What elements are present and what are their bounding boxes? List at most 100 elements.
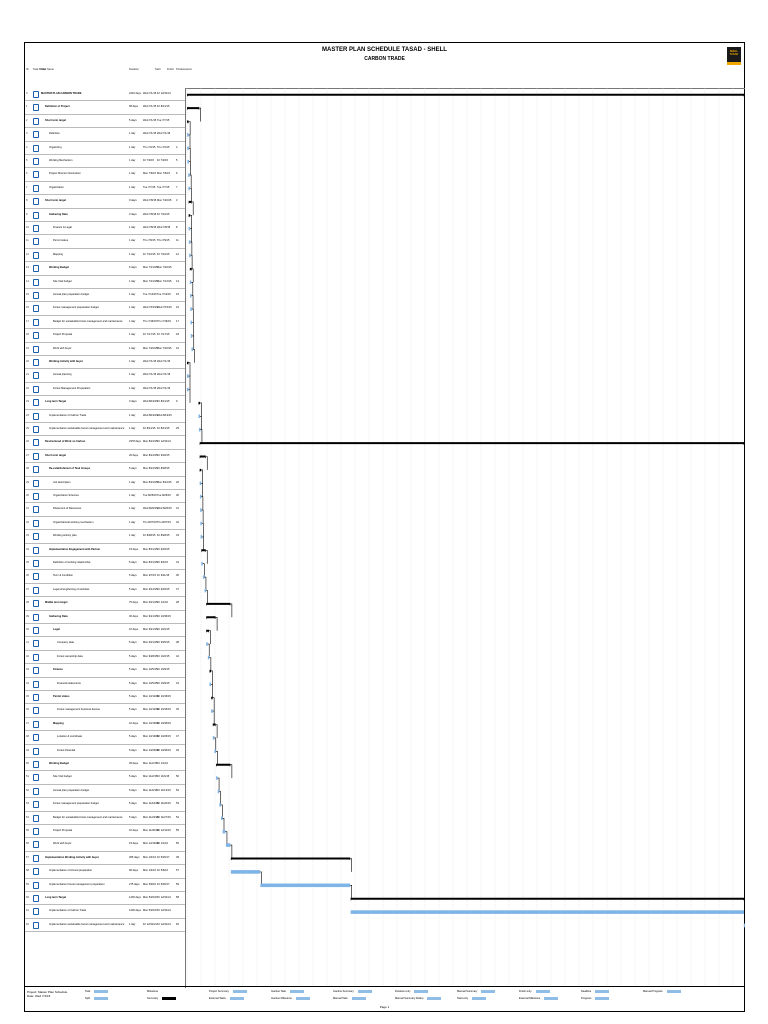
summary-bar[interactable] [188, 200, 192, 204]
summary-bar[interactable] [187, 120, 189, 124]
task-row[interactable]: 56 Work with buyer 15 days Mon 12/14/15 Fri … [25, 838, 185, 852]
task-row[interactable]: 35 Definition of working relationship 5 da… [25, 557, 185, 571]
task-row[interactable]: 50 Working Budget 45 days Mon 11/2/15 Fri 1/… [25, 758, 185, 772]
task-row[interactable]: 24 Implementation of Carbon Trade 1 day Wed… [25, 410, 185, 423]
task-bar[interactable] [198, 427, 201, 432]
task-row[interactable]: 0 MASTER PLAN CARBON TRADE 2416 days Wed 7/… [25, 88, 185, 102]
task-row[interactable]: 33 Working activity plan 1 day Fri 8/28/15 F… [25, 530, 185, 544]
task-row[interactable]: 44 Financial statements 5 days Mon 10/5/15 F… [25, 678, 185, 691]
task-bar[interactable] [188, 186, 190, 191]
task-row[interactable]: 37 Legal strengthening of activities 5 day… [25, 584, 185, 598]
summary-bar[interactable] [230, 857, 351, 861]
task-bar[interactable] [209, 682, 212, 687]
task-row[interactable]: 19 Work with buyer 1 day Mon 7/20/15 Mon 7/2… [25, 343, 185, 356]
summary-bar[interactable] [199, 455, 206, 459]
task-row[interactable]: 45 Permit status 5 days Mon 10/12/15 Fri 10/… [25, 691, 185, 705]
task-row[interactable]: 2 Short term target 5 days Wed 7/1/15 Tue 7/… [25, 115, 185, 129]
task-bar[interactable] [187, 374, 189, 378]
task-bar[interactable] [200, 508, 202, 512]
summary-bar[interactable] [187, 361, 189, 365]
task-row[interactable]: 10 Finance & Legal 1 day Wed 7/8/15 Wed 7/8/… [25, 222, 185, 236]
summary-bar[interactable] [206, 616, 216, 620]
task-bar[interactable] [188, 173, 190, 177]
task-bar[interactable] [214, 749, 216, 754]
task-row[interactable]: 6 Project Director Nomination 1 day Mon 7/6… [25, 168, 185, 182]
task-row[interactable]: 27 Short term target 20 days Mon 8/24/15 Fri… [25, 450, 185, 464]
task-row[interactable]: 3 Definition 1 day Wed 7/1/15 Wed 7/1/15 [25, 128, 185, 142]
task-row[interactable]: 14 Site Visit budget 1 day Mon 7/13/15 Mon 7… [25, 276, 185, 289]
task-bar[interactable] [230, 870, 260, 874]
task-bar[interactable] [190, 320, 193, 325]
task-bar[interactable] [202, 575, 205, 579]
task-row[interactable]: 62 Implementation sustainable forest mana… [25, 919, 185, 933]
summary-bar[interactable] [201, 549, 206, 553]
task-bar[interactable] [217, 789, 220, 794]
task-bar[interactable] [225, 843, 231, 847]
task-row[interactable]: 26 Restructured of Work on Carbon 2378 day… [25, 436, 185, 450]
task-row[interactable]: 49 Forest Potential 5 days Mon 10/26/15 Fri … [25, 745, 185, 758]
task-bar[interactable] [260, 883, 351, 888]
task-bar[interactable] [199, 481, 202, 486]
task-row[interactable]: 57 Implementation Working Activity with b… [25, 852, 185, 866]
task-bar[interactable] [211, 709, 213, 713]
task-row[interactable]: 60 Long term Target 1200 days Mon 5/29/17 Fr… [25, 892, 185, 906]
task-row[interactable]: 31 Placement of Resources 1 day Wed 8/26/15… [25, 503, 185, 517]
task-bar[interactable] [191, 347, 193, 352]
task-row[interactable]: 46 Forest management business license 5 da… [25, 704, 185, 718]
task-row[interactable]: 12 Mapping 1 day Fri 7/10/15 Fri 7/10/15 12 [25, 249, 185, 263]
task-bar[interactable] [212, 736, 215, 740]
task-bar[interactable] [219, 803, 221, 807]
task-row[interactable]: 39 Gathering Data 30 days Mon 9/21/15 Fri 10… [25, 611, 185, 624]
task-row[interactable]: 40 Legal 10 days Mon 9/21/15 Fri 10/2/15 [25, 624, 185, 638]
task-bar[interactable] [199, 494, 202, 499]
task-row[interactable]: 16 Forest management preparation budget 1 … [25, 302, 185, 316]
task-bar[interactable] [190, 293, 192, 298]
task-row[interactable]: 13 Working Budget 6 days Mon 7/13/15 Mon 7/2… [25, 262, 185, 276]
task-bar[interactable] [206, 642, 208, 646]
task-bar[interactable] [188, 226, 191, 231]
task-row[interactable]: 5 Working Mechanism 1 day Fri 7/3/15 Fri 7/3… [25, 155, 185, 169]
task-row[interactable]: 53 Forest management preparation budget 5 … [25, 798, 185, 812]
task-row[interactable]: 34 Implementation Engagement with Partner… [25, 544, 185, 557]
task-bar[interactable] [190, 334, 193, 338]
task-row[interactable]: 54 Budget for sustainable forest manageme… [25, 812, 185, 825]
task-row[interactable]: 32 Organizational working mechanism 1 day T… [25, 517, 185, 531]
summary-bar[interactable] [211, 696, 213, 700]
task-row[interactable]: 41 Company data 5 days Mon 9/21/15 Fri 9/25/… [25, 637, 185, 651]
task-row[interactable]: 51 Site Visit budget 5 days Mon 11/2/15 Fri … [25, 771, 185, 785]
task-bar[interactable] [198, 414, 200, 419]
task-row[interactable]: 55 Project Proposal 10 days Mon 11/30/15 Fri… [25, 825, 185, 839]
task-bar[interactable] [189, 253, 191, 258]
summary-bar[interactable] [188, 214, 191, 218]
task-bar[interactable] [190, 307, 192, 311]
task-bar[interactable] [350, 910, 745, 914]
task-row[interactable]: 28 Re-establishment of Task Groups 5 days M… [25, 463, 185, 477]
task-row[interactable]: 1 Definition of Project 38 days Wed 7/1/15 F… [25, 101, 185, 115]
task-bar[interactable] [220, 816, 223, 821]
summary-bar[interactable] [350, 897, 745, 901]
task-row[interactable]: 25 Implementation sustainable forest mana… [25, 423, 185, 437]
task-row[interactable]: 38 Middle term target 75 days Mon 9/21/15 Fr… [25, 597, 185, 611]
task-row[interactable]: 17 Budget for sustainable forest manageme… [25, 316, 185, 330]
task-row[interactable]: 52 Annual plan preparation budget 5 days Mo… [25, 785, 185, 799]
task-row[interactable]: 23 Long term Target 3 days Wed 8/19/15 Fri 8… [25, 396, 185, 410]
summary-bar[interactable] [206, 629, 210, 633]
task-row[interactable]: 43 Finance 5 days Mon 10/5/15 Fri 10/9/15 [25, 664, 185, 678]
task-row[interactable]: 9 Gathering Data 3 days Wed 7/8/15 Fri 7/10/… [25, 209, 185, 222]
task-row[interactable]: 59 Implementation Forest management prepa… [25, 879, 185, 892]
task-row[interactable]: 30 Organization Structure 1 day Tue 8/25/15… [25, 490, 185, 504]
summary-bar[interactable] [199, 468, 202, 472]
task-bar[interactable] [200, 521, 202, 526]
task-row[interactable]: 36 Term & Condition 5 days Mon 9/7/15 Fri 9/… [25, 570, 185, 584]
task-row[interactable]: 42 Forest ownership data 5 days Mon 9/28/15… [25, 651, 185, 665]
task-row[interactable]: 11 Permit status 1 day Thu 7/9/15 Thu 7/9/15… [25, 235, 185, 249]
task-bar[interactable] [188, 240, 191, 244]
summary-bar[interactable] [189, 267, 192, 271]
task-row[interactable]: 58 Implementation of Annual preparation 90… [25, 865, 185, 879]
task-bar[interactable] [187, 159, 189, 164]
task-row[interactable]: 48 Location & coordinate 5 days Mon 10/19/1… [25, 731, 185, 745]
task-bar[interactable] [187, 387, 189, 392]
summary-bar[interactable] [206, 602, 231, 606]
summary-bar[interactable] [199, 442, 745, 446]
task-row[interactable]: 61 Implementation of Carbon Trade 1200 day… [25, 905, 185, 919]
